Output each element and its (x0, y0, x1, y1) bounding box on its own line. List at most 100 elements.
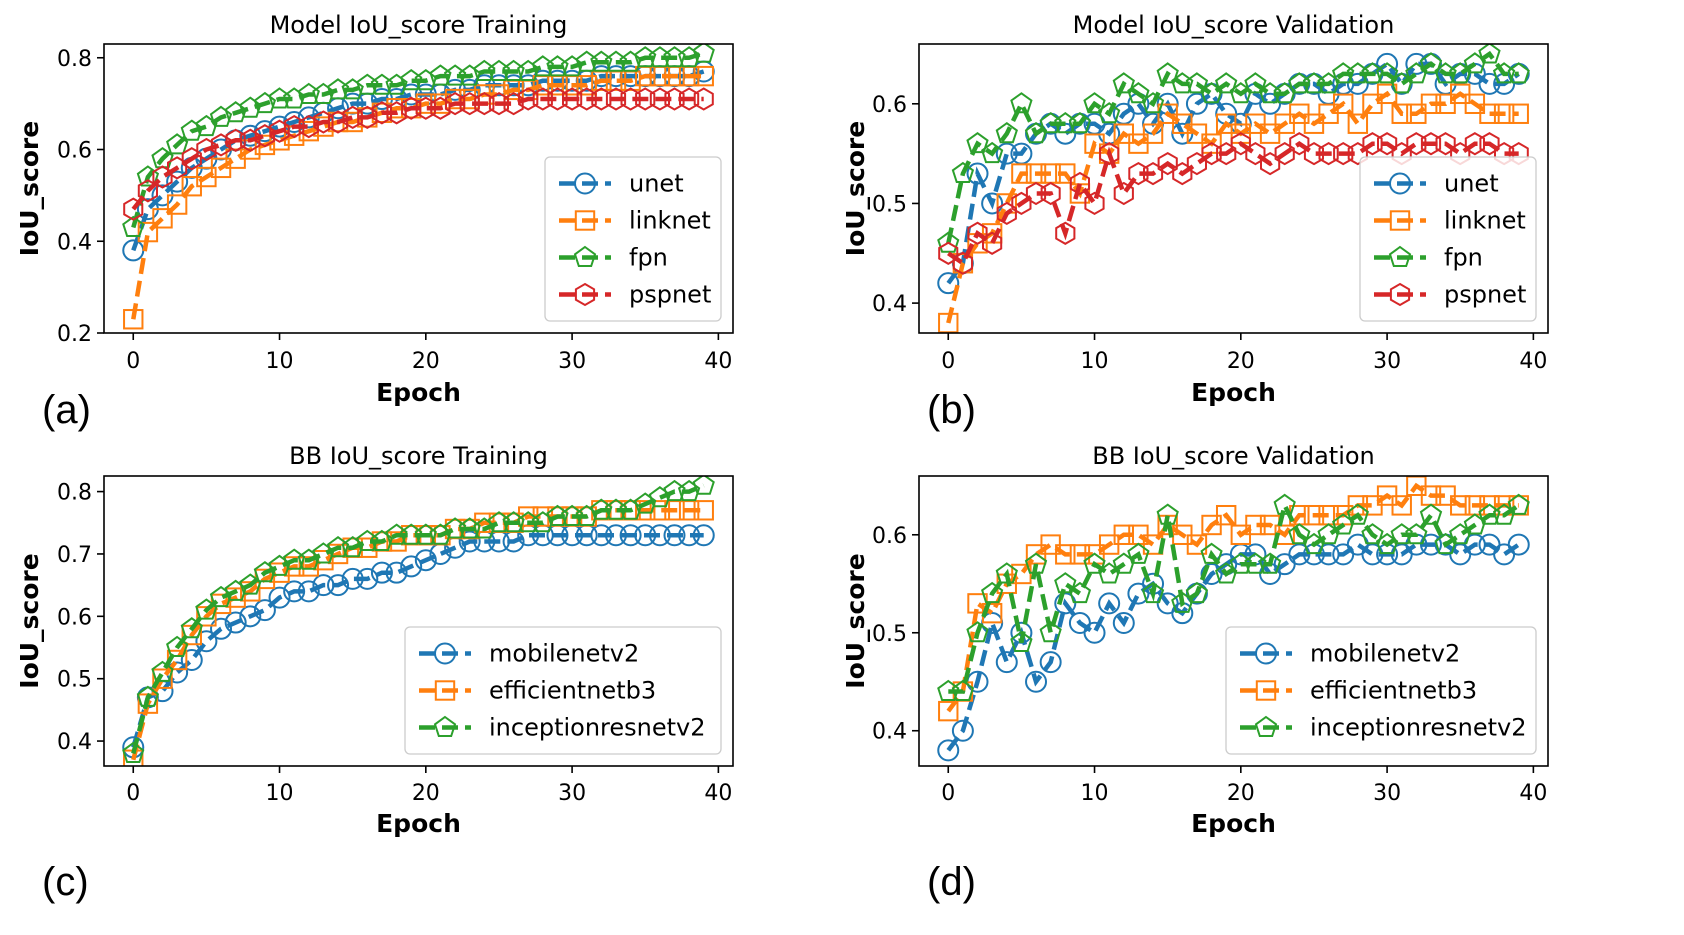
chart-model-iou-validation: Model IoU_score Validation 0 10 20 30 40 0.4 0.… (842, 11, 1549, 407)
data-point-linknet (1142, 123, 1164, 144)
x-tick-label: 20 (412, 781, 440, 806)
series-line-unet (946, 60, 1520, 285)
data-point-fpn (502, 59, 525, 81)
legend-marker-mobilenetv2 (1255, 642, 1277, 665)
data-point-fpn (1068, 111, 1092, 134)
legend-label-linknet: linknet (1444, 207, 1526, 235)
data-point-fpn (297, 82, 320, 104)
legend-frame (404, 626, 722, 755)
axes-frame (918, 43, 1549, 334)
data-point-inceptionresnetv2 (253, 560, 277, 583)
data-point-inceptionresnetv2 (429, 523, 452, 545)
data-point-fpn (1054, 111, 1077, 134)
x-tick-label: 20 (412, 349, 440, 374)
data-point-inceptionresnetv2 (1346, 503, 1369, 525)
data-point-efficientnetb3 (298, 556, 319, 577)
data-point-mobilenetv2 (1463, 533, 1486, 556)
data-point-pspnet (254, 124, 275, 148)
x-tick-label: 20 (1227, 349, 1255, 374)
data-point-pspnet (1055, 221, 1076, 245)
data-point-inceptionresnetv2 (1141, 581, 1165, 604)
data-point-mobilenetv2 (678, 524, 701, 547)
y-tick-label: 0.8 (57, 47, 92, 72)
series-line-linknet (946, 90, 1519, 324)
data-point-mobilenetv2 (692, 524, 715, 547)
data-point-pspnet (1186, 151, 1207, 176)
panel-label-c: (c) (42, 860, 89, 904)
data-point-fpn (1507, 62, 1530, 84)
x-tick-label: 10 (266, 781, 294, 806)
data-point-inceptionresnetv2 (1127, 542, 1150, 564)
data-point-mobilenetv2 (210, 617, 233, 640)
data-point-pspnet (620, 87, 641, 111)
data-point-fpn (677, 46, 701, 68)
data-point-pspnet (342, 105, 363, 130)
data-point-inceptionresnetv2 (951, 679, 975, 701)
data-point-fpn (1419, 52, 1443, 74)
y-tick-label: 0.8 (57, 481, 92, 506)
data-point-pspnet (532, 87, 553, 111)
data-point-pspnet (196, 137, 217, 162)
data-point-inceptionresnetv2 (341, 535, 364, 558)
data-point-fpn (575, 50, 598, 72)
data-point-pspnet (562, 87, 583, 111)
data-point-inceptionresnetv2 (473, 517, 496, 539)
data-point-mobilenetv2 (1361, 543, 1384, 566)
data-point-fpn (1244, 72, 1267, 94)
data-point-inceptionresnetv2 (1390, 523, 1413, 545)
data-point-inceptionresnetv2 (634, 492, 657, 514)
x-tick-label: 40 (1519, 349, 1547, 374)
data-point-mobilenetv2 (1507, 533, 1530, 556)
data-point-fpn (1127, 82, 1150, 104)
data-point-inceptionresnetv2 (487, 511, 511, 533)
x-tick-label: 30 (1373, 349, 1401, 374)
legend-label-fpn: fpn (1444, 244, 1483, 272)
data-point-fpn (443, 64, 467, 86)
data-point-mobilenetv2 (1317, 543, 1340, 566)
data-point-fpn (531, 55, 554, 77)
legend-marker-pspnet (1389, 282, 1411, 307)
x-tick-label: 10 (266, 349, 294, 374)
data-point-linknet (1508, 103, 1529, 124)
data-point-mobilenetv2 (604, 524, 627, 547)
data-point-pspnet (1201, 141, 1222, 166)
x-tick-label: 0 (941, 349, 955, 374)
data-point-pspnet (284, 114, 305, 139)
data-point-fpn (951, 161, 975, 183)
data-point-fpn (268, 87, 291, 109)
data-point-mobilenetv2 (414, 549, 437, 572)
data-point-unet (1478, 72, 1501, 95)
data-point-inceptionresnetv2 (677, 479, 701, 502)
data-point-linknet (1347, 113, 1369, 134)
data-point-unet (937, 272, 960, 295)
series-line-pspnet (131, 96, 704, 211)
chart-bb-iou-validation: BB IoU_score Validation 0 10 20 30 40 0.4 0.5 0.… (842, 442, 1549, 838)
data-point-inceptionresnetv2 (502, 511, 525, 533)
data-point-pspnet (1318, 141, 1339, 166)
data-point-mobilenetv2 (619, 524, 642, 547)
data-point-fpn (619, 50, 642, 72)
data-point-pspnet (605, 87, 627, 111)
data-point-inceptionresnetv2 (370, 529, 394, 551)
x-axis-label: Epoch (376, 378, 461, 407)
data-point-mobilenetv2 (356, 567, 379, 590)
data-point-inceptionresnetv2 (648, 486, 671, 508)
data-point-inceptionresnetv2 (312, 542, 335, 564)
data-point-inceptionresnetv2 (995, 562, 1018, 584)
data-point-inceptionresnetv2 (283, 548, 306, 570)
data-point-inceptionresnetv2 (1054, 572, 1077, 594)
chart-title: BB IoU_score Validation (1092, 442, 1375, 470)
data-point-pspnet (1274, 141, 1295, 166)
data-point-inceptionresnetv2 (1273, 493, 1296, 515)
data-point-inceptionresnetv2 (1419, 503, 1443, 525)
data-point-efficientnetb3 (1391, 495, 1412, 516)
data-point-inceptionresnetv2 (1258, 552, 1282, 574)
data-point-efficientnetb3 (1113, 524, 1134, 545)
data-point-fpn (1215, 72, 1238, 94)
data-point-mobilenetv2 (663, 524, 686, 547)
data-point-fpn (370, 73, 394, 95)
data-point-pspnet (1216, 141, 1237, 166)
data-point-fpn (136, 165, 160, 187)
legend-label-fpn: fpn (629, 244, 668, 272)
x-tick-label: 20 (1227, 781, 1255, 806)
